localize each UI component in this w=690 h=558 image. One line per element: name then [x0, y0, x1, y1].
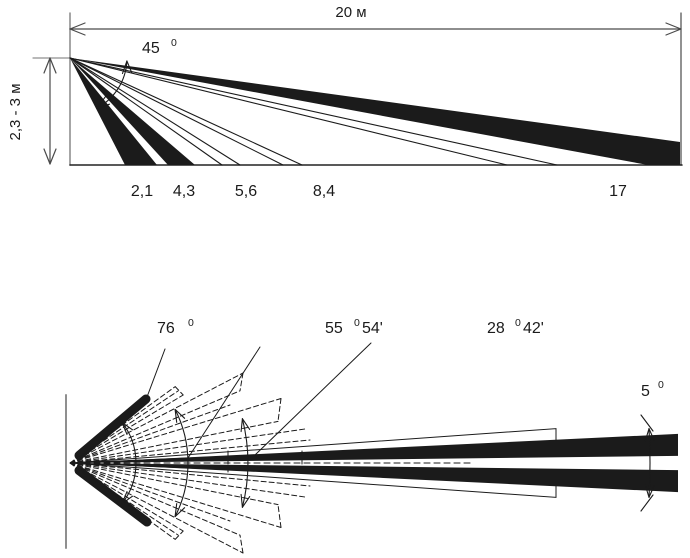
arc-arrow-bottom-icon: [96, 95, 111, 109]
side-beam-lower: [74, 466, 152, 527]
arc-5: [648, 428, 651, 498]
floor-mark-label: 17: [609, 183, 627, 200]
leader-28-42: [253, 342, 372, 457]
floor-mark-label: 8,4: [313, 183, 335, 200]
beam-near-zone-1: [70, 58, 157, 165]
arc-5-tail-bottom: [640, 494, 654, 512]
range-label: 20 м: [335, 4, 366, 21]
floor-mark-label: 2,1: [131, 183, 153, 200]
dashed-wedge-upper-inner: [69, 398, 282, 464]
arc-5-tail-top: [640, 414, 654, 432]
central-beam-upper: [70, 433, 678, 463]
angle-label-5: 5: [641, 383, 650, 400]
arrow-left-icon: [69, 22, 86, 36]
angle-arcs: [121, 408, 655, 518]
side-beam-upper: [74, 394, 151, 460]
vertical-angle-arc: [96, 60, 133, 109]
angle-label-76: 76: [157, 320, 175, 337]
arc-5-arrow-bottom-icon: [644, 484, 655, 498]
arrow-up-icon: [43, 57, 57, 74]
beam-near-zone-2: [70, 58, 195, 165]
angle-degree-5: 0: [658, 379, 664, 391]
arc-5-arrow-top-icon: [644, 428, 655, 442]
angle-min-55: 54': [362, 320, 383, 337]
angle-label-28: 28: [487, 320, 505, 337]
arc-28-arrow-bottom-icon: [240, 493, 251, 508]
leader-76: [146, 348, 166, 398]
arc-76-arrow-bottom-icon: [121, 491, 134, 505]
arrow-right-icon: [665, 22, 682, 36]
vertical-angle-label: 45: [142, 40, 160, 57]
height-dimension: [32, 57, 71, 165]
angle-degree-76: 0: [188, 317, 194, 329]
floor-mark-label: 4,3: [173, 183, 195, 200]
arc-76: [121, 421, 137, 505]
horizontal-angle-labels: 76 0 55 0 54' 28 0 42' 5 0: [157, 317, 664, 400]
arc-28-42: [241, 418, 249, 508]
arc-76-arrow-top-icon: [121, 421, 134, 435]
dashed-wedge-lower-inner: [69, 462, 282, 528]
side-view: 20 м 2,3 - 3 м 45 0 2,1 4,3 5,6 8,4 17: [7, 4, 683, 200]
floor-mark-label: 5,6: [235, 183, 257, 200]
central-beam-lower: [70, 463, 678, 493]
arc-55-arrow-top-icon: [174, 408, 186, 423]
angle-degree-28: 0: [515, 317, 521, 329]
dashed-wedge-upper-mid: [69, 372, 244, 464]
arc-arrow-top-icon: [121, 60, 133, 75]
leader-lines: [146, 342, 372, 459]
height-label: 2,3 - 3 м: [7, 83, 24, 140]
angle-degree-55: 0: [354, 317, 360, 329]
beam-far-zone: [70, 58, 680, 165]
vertical-angle-degree: 0: [171, 37, 177, 49]
plan-view: 76 0 55 0 54' 28 0 42' 5 0: [65, 317, 678, 554]
angle-min-28: 42': [523, 320, 544, 337]
arrow-down-icon: [43, 148, 57, 165]
range-dimension: [69, 22, 682, 36]
leader-55-54: [187, 346, 261, 459]
dashed-wedge-lower-mid: [69, 462, 244, 554]
beam-outlines: [69, 57, 558, 166]
arc-55-arrow-bottom-icon: [174, 503, 186, 518]
arc-55-54: [174, 408, 189, 518]
angle-label-55: 55: [325, 320, 343, 337]
arc-28-arrow-top-icon: [240, 418, 251, 433]
floor-distance-labels: 2,1 4,3 5,6 8,4 17: [131, 183, 627, 200]
